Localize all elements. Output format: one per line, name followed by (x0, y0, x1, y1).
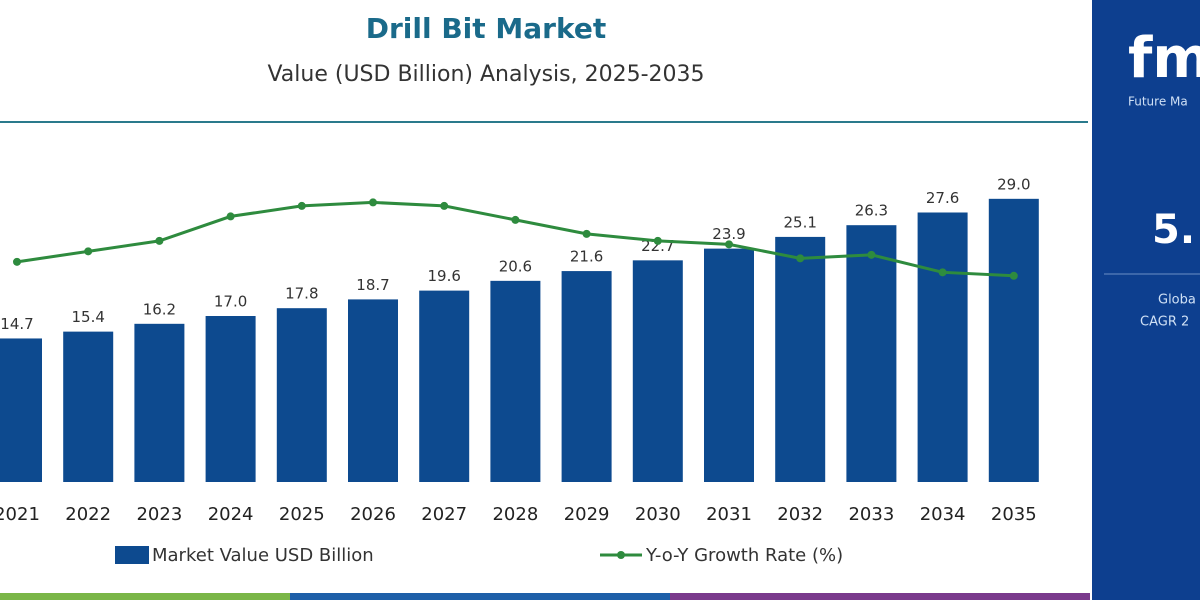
line-point (440, 201, 449, 210)
legend-swatch (617, 551, 625, 559)
line-point (1009, 271, 1018, 280)
x-tick-label: 2031 (706, 504, 752, 525)
side-panel (1092, 0, 1200, 600)
line-point (369, 198, 377, 207)
x-tick-label: 2033 (848, 504, 894, 525)
data-label: 19.6 (427, 267, 460, 285)
footer-strip (290, 593, 670, 600)
bar (63, 331, 114, 482)
x-tick-label: 2028 (492, 504, 538, 525)
x-tick-label: 2034 (920, 504, 966, 525)
bar (704, 248, 754, 482)
x-tick-label: 2024 (208, 504, 254, 525)
bar (846, 225, 897, 482)
bar (561, 271, 612, 482)
data-label: 21.6 (570, 248, 603, 266)
bar (775, 236, 826, 482)
line-point (582, 229, 591, 238)
data-label: 17.8 (285, 285, 318, 303)
line-point (297, 201, 306, 210)
legend-label: Y-o-Y Growth Rate (%) (645, 545, 843, 566)
x-tick-label: 2035 (991, 504, 1037, 525)
line-point (867, 250, 876, 259)
data-label: 14.7 (0, 315, 33, 333)
line-point (511, 215, 520, 224)
bar (632, 260, 683, 482)
legend-swatch (115, 546, 149, 564)
bar (205, 316, 256, 482)
bar (419, 290, 470, 482)
x-tick-label: 2026 (350, 504, 396, 525)
data-label: 18.7 (356, 276, 389, 294)
data-label: 26.3 (855, 202, 888, 220)
x-tick-label: 2030 (635, 504, 681, 525)
data-label: 23.9 (712, 225, 745, 243)
bar (490, 280, 541, 482)
data-label: 15.4 (71, 308, 104, 326)
chart-subtitle: Value (USD Billion) Analysis, 2025-2035 (267, 62, 704, 87)
data-label: 29.0 (997, 175, 1030, 193)
line-point (938, 268, 947, 277)
footer-strip (670, 593, 1090, 600)
legend-label: Market Value USD Billion (152, 545, 374, 566)
bar (917, 212, 968, 482)
line-point (155, 236, 164, 245)
x-tick-label: 2027 (421, 504, 467, 525)
line-point (653, 236, 662, 245)
bar (0, 338, 42, 482)
x-tick-label: 2023 (136, 504, 182, 525)
line-point (84, 247, 93, 256)
bar (276, 308, 327, 482)
x-tick-label: 2022 (65, 504, 111, 525)
data-label: 16.2 (143, 300, 176, 318)
bar (348, 299, 398, 482)
data-label: 25.1 (783, 213, 816, 231)
panel-text: Globa (1158, 293, 1196, 308)
line-point (13, 257, 21, 266)
data-label: 27.6 (926, 189, 959, 207)
chart-title: Drill Bit Market (366, 12, 606, 45)
company-name: Future Ma (1128, 95, 1188, 109)
footer-strip (0, 593, 290, 600)
x-tick-label: 2029 (564, 504, 610, 525)
data-label: 20.6 (499, 257, 532, 275)
cagr-value: 5. (1152, 207, 1195, 253)
x-tick-label: 2032 (777, 504, 823, 525)
line-point (725, 240, 733, 249)
bar (134, 323, 185, 482)
line-point (796, 254, 805, 263)
panel-text: CAGR 2 (1140, 315, 1189, 330)
line-point (226, 212, 235, 221)
bar (988, 198, 1039, 482)
logo: fmi (1128, 26, 1200, 91)
data-label: 17.0 (214, 293, 247, 311)
x-tick-label: 2025 (279, 504, 325, 525)
